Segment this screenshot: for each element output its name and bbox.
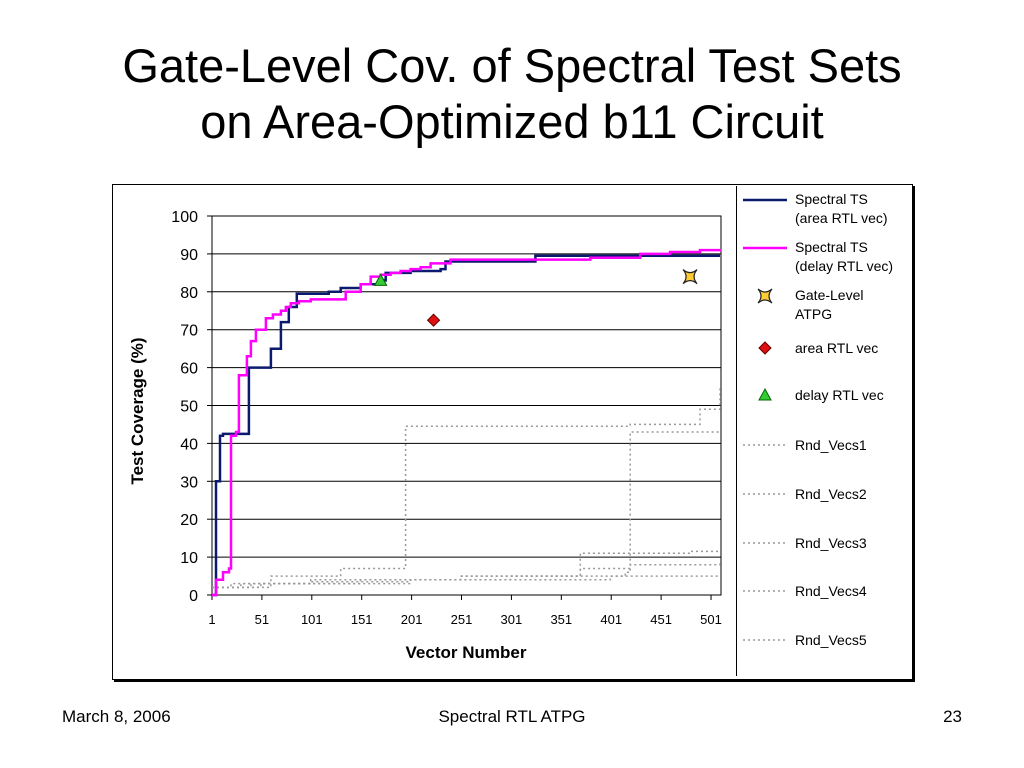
y-tick-label: 50 (180, 399, 198, 416)
legend-item-area-rtl-vec-label: area RTL vec (795, 340, 878, 356)
legend-item-gate-level-atpg-label: ATPG (795, 306, 832, 322)
legend-item-gate-level-atpg-marker (757, 288, 773, 304)
legend-item-area-rtl-vec-marker-shape (758, 341, 772, 355)
legend-item-rnd-vecs2-label: Rnd_Vecs2 (795, 486, 867, 502)
y-tick-label: 100 (171, 209, 198, 226)
legend-item-rnd-vecs4-label: Rnd_Vecs4 (795, 583, 867, 599)
legend-item-spectral-ts-area-rtl-vec-label: Spectral TS (795, 191, 868, 207)
legend-item-spectral-ts-delay-rtl-vec: Spectral TS (delay RTL vec) (743, 239, 893, 274)
legend-item-spectral-ts-delay-rtl-vec-label: (delay RTL vec) (795, 258, 893, 274)
x-tick-label: 201 (401, 612, 423, 627)
x-tick-label: 401 (600, 612, 622, 627)
y-tick-label: 60 (180, 361, 198, 378)
point-delay-rtl-vec (373, 273, 388, 286)
x-tick-label: 1 (208, 612, 215, 627)
slide-title-line-2: on Area-Optimized b11 Circuit (200, 95, 824, 148)
page-number: 23 (943, 707, 962, 726)
legend-item-delay-rtl-vec: delay RTL vec (758, 387, 884, 403)
legend-item-delay-rtl-vec-label: delay RTL vec (795, 387, 884, 403)
legend-item-spectral-ts-area-rtl-vec: Spectral TS (area RTL vec) (743, 191, 888, 226)
x-tick-label: 451 (650, 612, 672, 627)
point-area-rtl-vec (426, 313, 441, 327)
legend-item-area-rtl-vec: area RTL vec (758, 340, 878, 356)
point-area-rtl-vec-shape (426, 313, 441, 327)
legend-item-rnd-vecs5: Rnd_Vecs5 (743, 632, 867, 648)
legend-item-rnd-vecs1: Rnd_Vecs1 (743, 437, 867, 453)
x-tick-label: 301 (501, 612, 523, 627)
x-tick-label: 501 (700, 612, 722, 627)
x-tick-label: 351 (550, 612, 572, 627)
legend-item-rnd-vecs1-label: Rnd_Vecs1 (795, 437, 867, 453)
footer-center-text: Spectral RTL ATPG (438, 707, 586, 726)
x-tick-label: 151 (351, 612, 373, 627)
legend-item-delay-rtl-vec-marker-shape (758, 387, 772, 401)
x-tick-label: 101 (301, 612, 323, 627)
chart-legend: Spectral TS (area RTL vec) Spectral TS (del… (736, 186, 910, 676)
footer-date: March 8, 2006 (62, 707, 171, 726)
legend-item-rnd-vecs3-label: Rnd_Vecs3 (795, 535, 867, 551)
legend-item-rnd-vecs2: Rnd_Vecs2 (743, 486, 867, 502)
y-tick-label: 0 (189, 588, 198, 605)
series-spectral-ts-delay-rtl-vec (212, 248, 722, 597)
slide-title-line-1: Gate-Level Cov. of Spectral Test Sets (122, 39, 902, 92)
y-tick-label: 90 (180, 247, 198, 264)
series-rnd-vecs3 (212, 560, 721, 589)
legend-item-spectral-ts-delay-rtl-vec-label: Spectral TS (795, 239, 868, 255)
legend-item-gate-level-atpg: Gate-Level ATPG (757, 287, 863, 322)
y-tick-label: 80 (180, 285, 198, 302)
series-rnd-vecs5 (212, 575, 720, 589)
slide-title: Gate-Level Cov. of Spectral Test Sets on… (0, 38, 1024, 150)
y-tick-label: 70 (180, 323, 198, 340)
legend-item-rnd-vecs4: Rnd_Vecs4 (743, 583, 867, 599)
series-rnd-vecs2 (212, 431, 720, 589)
point-gate-level-atpg-shape (682, 269, 698, 285)
y-tick-label: 10 (180, 550, 198, 567)
point-gate-level-atpg (682, 269, 698, 285)
legend-item-area-rtl-vec-marker (758, 341, 772, 355)
y-tick-label: 40 (180, 436, 198, 453)
point-delay-rtl-vec-shape (373, 273, 388, 286)
series-spectral-ts-area-rtl-vec (212, 254, 720, 597)
legend-item-rnd-vecs5-label: Rnd_Vecs5 (795, 632, 867, 648)
legend-item-rnd-vecs3: Rnd_Vecs3 (743, 535, 867, 551)
legend-item-spectral-ts-area-rtl-vec-label: (area RTL vec) (795, 210, 888, 226)
legend-item-gate-level-atpg-marker-shape (757, 288, 773, 304)
legend-item-delay-rtl-vec-marker (758, 387, 772, 401)
y-tick-label: 30 (180, 474, 198, 491)
plot-border (211, 215, 722, 596)
legend-item-gate-level-atpg-label: Gate-Level (795, 287, 863, 303)
y-tick-label: 20 (180, 512, 198, 529)
series-rnd-vecs1 (212, 386, 721, 589)
x-tick-label: 51 (255, 612, 269, 627)
y-axis-label: Test Coverage (%) (128, 337, 147, 485)
x-axis-label: Vector Number (405, 643, 527, 662)
x-tick-label: 251 (451, 612, 473, 627)
